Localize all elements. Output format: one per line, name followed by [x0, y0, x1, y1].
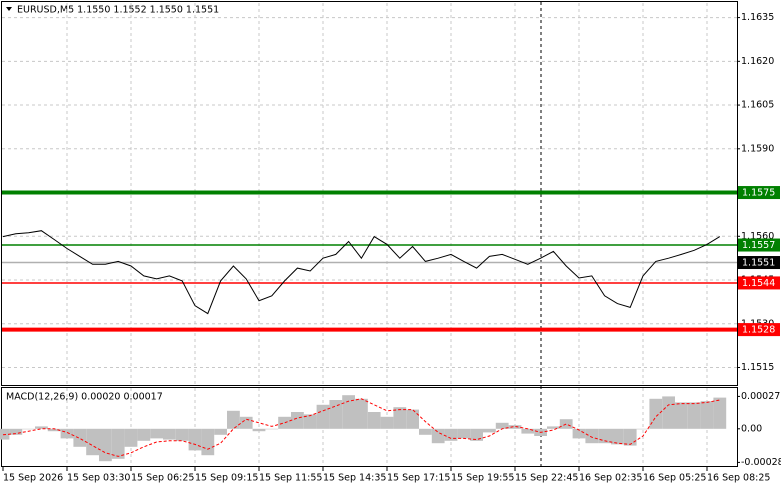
- macd-bar: [239, 416, 253, 429]
- macd-title: MACD(12,26,9) 0.00020 0.00017: [6, 392, 163, 403]
- macd-bar: [611, 428, 624, 445]
- level-label-box: [738, 256, 780, 270]
- y-tick-label: 1.1635: [741, 12, 774, 23]
- level-label-box: [738, 238, 780, 252]
- macd-bar: [649, 398, 663, 429]
- macd-bar: [572, 428, 586, 439]
- price-panel-frame: [1, 1, 738, 386]
- macd-bar: [380, 416, 394, 429]
- macd-bar: [687, 402, 701, 429]
- x-tick-label: 15 Sep 19:55: [451, 473, 514, 484]
- level-label: 1.1557: [742, 240, 775, 251]
- y-tick-label: 1.1560: [741, 231, 774, 242]
- macd-bar: [342, 395, 355, 429]
- macd-bar: [406, 409, 419, 429]
- macd-panel-frame: [1, 387, 738, 467]
- macd-bar: [214, 428, 227, 435]
- y-tick-label: -0.00028: [741, 457, 781, 468]
- macd-bar: [111, 428, 125, 459]
- x-tick-label: 15 Sep 22:45: [515, 473, 578, 484]
- macd-bar: [73, 428, 87, 447]
- macd-bar: [188, 428, 202, 451]
- macd-bar: [86, 428, 99, 456]
- macd-bar: [355, 398, 368, 429]
- macd-bar: [457, 428, 471, 439]
- macd-bar: [150, 428, 163, 439]
- macd-bar: [137, 428, 151, 441]
- macd-bar: [419, 428, 432, 435]
- macd-bar: [124, 428, 138, 447]
- macd-bar: [316, 404, 330, 429]
- symbol-menu-icon: [6, 7, 12, 11]
- y-tick-label: 1.1590: [741, 143, 774, 154]
- y-tick-label: 1.1515: [741, 362, 774, 373]
- level-label: 1.1551: [742, 258, 775, 269]
- macd-bar: [227, 410, 240, 429]
- macd-bar: [35, 426, 48, 429]
- macd-bar: [521, 428, 535, 434]
- x-tick-label: 16 Sep 05:25: [643, 473, 706, 484]
- level-label: 1.1575: [742, 188, 775, 199]
- macd-bar: [713, 397, 727, 429]
- macd-bar: [201, 428, 215, 456]
- macd-bar: [675, 402, 688, 429]
- x-tick-label: 15 Sep 11:55: [259, 473, 322, 484]
- y-tick-label: 0.00027: [741, 391, 780, 402]
- macd-bar: [47, 428, 61, 432]
- x-tick-label: 15 Sep 09:15: [195, 473, 258, 484]
- level-label-box: [738, 276, 780, 290]
- macd-bar: [623, 428, 637, 446]
- macd-bar: [367, 412, 381, 429]
- level-label-box: [738, 323, 780, 337]
- macd-bar: [431, 428, 445, 444]
- macd-bar: [508, 425, 522, 429]
- y-tick-label: 1.1620: [741, 56, 774, 67]
- signal-line: [2, 398, 720, 457]
- macd-bar: [444, 428, 458, 441]
- price-chart-title: EURUSD,M5 1.1550 1.1552 1.1550 1.1551: [17, 5, 219, 16]
- macd-bar: [99, 428, 112, 462]
- macd-bar: [252, 428, 266, 432]
- macd-bar: [483, 428, 496, 433]
- level-label: 1.1528: [742, 325, 775, 336]
- macd-bar: [559, 419, 573, 429]
- macd-bar: [278, 416, 291, 429]
- x-tick-label: 15 Sep 06:25: [131, 473, 194, 484]
- x-tick-label: 16 Sep 08:25: [707, 473, 770, 484]
- macd-bar: [22, 428, 35, 430]
- x-tick-label: 16 Sep 02:35: [579, 473, 642, 484]
- price-line: [2, 230, 721, 315]
- macd-bar: [470, 428, 483, 441]
- macd-bar: [175, 428, 189, 441]
- macd-bar: [662, 396, 675, 429]
- x-tick-label: 15 Sep 2026: [3, 473, 63, 484]
- level-label: 1.1544: [742, 278, 775, 289]
- macd-bar: [495, 422, 509, 429]
- macd-bar: [163, 428, 176, 440]
- macd-bar: [700, 401, 714, 429]
- y-tick-label: 0.00: [741, 423, 762, 434]
- x-tick-label: 15 Sep 17:15: [387, 473, 450, 484]
- x-tick-label: 15 Sep 14:35: [323, 473, 386, 484]
- macd-bar: [303, 414, 317, 429]
- y-tick-label: 1.1605: [741, 100, 774, 111]
- macd-bar: [636, 428, 650, 430]
- macd-bar: [291, 412, 304, 429]
- macd-bar: [9, 428, 23, 435]
- macd-bar: [60, 428, 74, 439]
- macd-bar: [585, 428, 599, 444]
- x-tick-label: 15 Sep 03:30: [67, 473, 130, 484]
- macd-bar: [329, 400, 343, 429]
- macd-bar: [547, 426, 560, 429]
- level-label-box: [738, 186, 780, 200]
- macd-bar: [393, 407, 407, 429]
- macd-bar: [265, 428, 279, 430]
